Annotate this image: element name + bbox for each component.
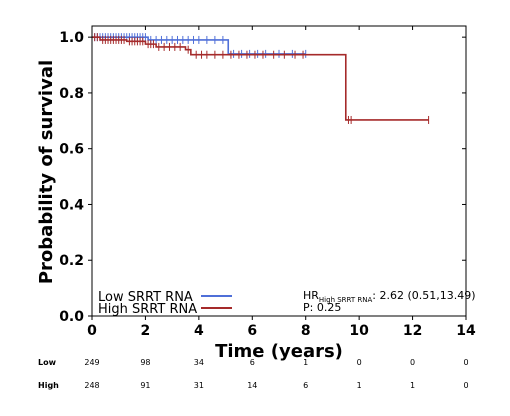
x-tick-label: 6 bbox=[247, 323, 257, 339]
survival-curves bbox=[92, 33, 430, 124]
risk-count: 0 bbox=[357, 358, 362, 367]
y-tick-label: 1.0 bbox=[59, 30, 84, 46]
risk-count: 249 bbox=[84, 358, 99, 367]
y-tick-label: 0.4 bbox=[59, 197, 84, 213]
x-tick-label: 14 bbox=[456, 323, 476, 339]
plot-frame bbox=[91, 25, 467, 317]
x-tick-label: 2 bbox=[141, 323, 151, 339]
y-tick-label: 0.6 bbox=[59, 142, 84, 158]
x-axis: 0 2 4 6 8 10 12 14 bbox=[87, 26, 476, 339]
p-value: P: 0.25 bbox=[303, 301, 341, 314]
x-tick-label: 4 bbox=[194, 323, 204, 339]
hr-subscript: High SRRT RNA bbox=[319, 296, 373, 304]
risk-count: 248 bbox=[84, 381, 99, 390]
survival-curve-high bbox=[92, 36, 429, 121]
legend: Low SRRT RNA High SRRT RNA bbox=[98, 290, 232, 317]
risk-count: 98 bbox=[140, 358, 150, 367]
risk-count: 34 bbox=[194, 358, 204, 367]
hr-prefix: HR bbox=[303, 289, 319, 302]
risk-count: 0 bbox=[463, 358, 468, 367]
hr-value: : 2.62 (0.51,13.49) bbox=[372, 289, 475, 302]
x-tick-label: 8 bbox=[301, 323, 311, 339]
x-tick-label: 0 bbox=[87, 323, 97, 339]
risk-count: 1 bbox=[357, 381, 362, 390]
legend-label-high: High SRRT RNA bbox=[98, 302, 197, 317]
risk-count: 1 bbox=[410, 381, 415, 390]
risk-count: 6 bbox=[250, 358, 255, 367]
y-tick-label: 0.8 bbox=[59, 86, 84, 102]
risk-table: Low 249 98 34 6 1 0 0 0 High 248 91 31 14 6 1 1 0 bbox=[38, 358, 469, 390]
risk-count: 91 bbox=[140, 381, 150, 390]
x-tick-label: 10 bbox=[349, 323, 369, 339]
y-tick-label: 0.2 bbox=[59, 253, 84, 269]
risk-count: 6 bbox=[303, 381, 308, 390]
hr-text: HRHigh SRRT RNA: 2.62 (0.51,13.49) bbox=[303, 289, 476, 304]
y-axis-title: Probability of survival bbox=[36, 60, 57, 284]
risk-row-label: High bbox=[38, 381, 59, 390]
risk-count: 1 bbox=[303, 358, 308, 367]
legend-label-low: Low SRRT RNA bbox=[98, 290, 193, 305]
risk-count: 0 bbox=[463, 381, 468, 390]
x-tick-label: 12 bbox=[403, 323, 422, 339]
hazard-ratio-annotation: HRHigh SRRT RNA: 2.62 (0.51,13.49) P: 0.… bbox=[303, 289, 476, 314]
y-axis: 0.0 0.2 0.4 0.6 0.8 1.0 bbox=[59, 30, 466, 325]
x-axis-title: Time (years) bbox=[215, 341, 343, 362]
risk-count: 14 bbox=[247, 381, 257, 390]
risk-row-label: Low bbox=[38, 358, 57, 367]
y-tick-label: 0.0 bbox=[59, 309, 84, 325]
risk-count: 31 bbox=[194, 381, 204, 390]
risk-count: 0 bbox=[410, 358, 415, 367]
